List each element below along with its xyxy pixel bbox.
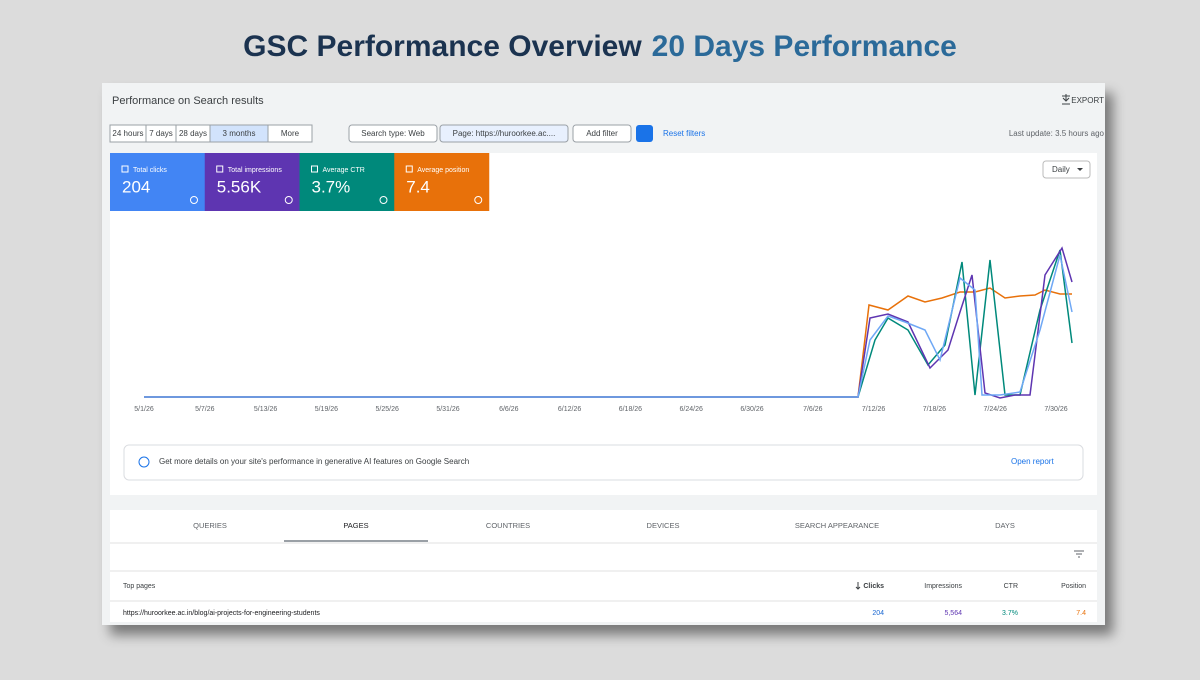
x-label: 5/19/26	[315, 406, 338, 413]
chip-label: More	[281, 129, 300, 138]
metric-value: 7.4	[406, 177, 430, 196]
x-label: 6/12/26	[558, 406, 581, 413]
metric-label: Total clicks	[133, 167, 167, 174]
info-link[interactable]: Open report	[1011, 457, 1054, 466]
x-label: 6/24/26	[680, 406, 703, 413]
tab[interactable]: DEVICES	[647, 521, 680, 530]
x-label: 5/31/26	[436, 406, 459, 413]
clicks-line	[144, 254, 1073, 398]
chip[interactable]	[267, 124, 313, 143]
chart-lines	[144, 246, 1073, 399]
metric-label: Average position	[417, 167, 469, 174]
granularity-select[interactable]	[1042, 160, 1091, 179]
x-label: 5/13/26	[254, 406, 277, 413]
info-icon	[138, 456, 150, 468]
x-labels: 5/1/26 5/7/26 5/13/26 5/19/26 5/25/26 5/31/26…	[134, 406, 1068, 413]
tabs: QUERIES PAGES COUNTRIES DEVICES SEARCH APPEA…	[193, 521, 1015, 530]
chip-label: 24 hours	[112, 129, 143, 138]
info-box	[123, 444, 1084, 481]
position-line	[144, 287, 1072, 398]
cell: 204	[872, 610, 884, 617]
x-label: 6/30/26	[740, 406, 763, 413]
help-icon	[190, 196, 198, 204]
x-label: 6/6/26	[499, 406, 519, 413]
export-icon	[1062, 94, 1070, 105]
export[interactable]: EXPORT	[1071, 96, 1104, 105]
filter-chip[interactable]	[572, 124, 632, 143]
column-header: Position	[1061, 583, 1086, 590]
help-icon	[284, 196, 293, 204]
cell: https://huroorkee.ac.in/blog/ai-projects…	[123, 610, 320, 617]
tab[interactable]: PAGES	[343, 521, 368, 530]
tab[interactable]: DAYS	[995, 521, 1015, 530]
table: Top pages Clicks Impressions CTR Position htt…	[123, 582, 1086, 617]
chip-label: 7 days	[149, 129, 173, 138]
ctr-line	[144, 249, 1073, 398]
filter-chip[interactable]	[439, 124, 569, 143]
chip-label: 3 months	[223, 129, 256, 138]
x-label: 7/18/26	[923, 406, 946, 413]
tab[interactable]: QUERIES	[193, 521, 227, 530]
metric-value: 5.56K	[217, 177, 262, 196]
cell: 5,564	[944, 610, 962, 617]
metric-tiles: Total clicks 204 Total impressions 5.56K Ave…	[110, 153, 490, 211]
tab[interactable]: SEARCH APPEARANCE	[795, 521, 879, 530]
table-card	[110, 510, 1097, 622]
x-label: 7/24/26	[984, 406, 1007, 413]
sort-arrow	[855, 582, 861, 590]
x-label: 5/1/26	[134, 406, 154, 413]
x-label: 5/7/26	[195, 406, 215, 413]
tab-underline	[284, 540, 428, 542]
checkbox	[121, 165, 129, 173]
metric-value: 3.7%	[312, 177, 351, 196]
x-label: 7/6/26	[803, 406, 823, 413]
x-label: 5/25/26	[376, 406, 399, 413]
filter-label: Page: https://huroorkee.ac....	[453, 129, 556, 138]
caret	[1077, 168, 1083, 171]
filter-icon	[1074, 550, 1084, 558]
filter-button[interactable]	[636, 125, 653, 142]
column-header: Clicks	[863, 583, 884, 590]
x-label: 6/18/26	[619, 406, 642, 413]
granularity: Daily	[1052, 165, 1070, 174]
metric-tile[interactable]	[204, 153, 300, 211]
cell: 7.4	[1076, 610, 1086, 617]
metric-tile[interactable]	[394, 153, 490, 211]
column-header: Top pages	[123, 583, 156, 590]
metric-label: Average CTR	[323, 167, 365, 174]
cell: 3.7%	[1002, 610, 1018, 617]
last-update: Last update: 3.5 hours ago	[1009, 129, 1105, 138]
impressions-line	[144, 246, 1073, 399]
checkbox	[311, 165, 318, 173]
page-title: GSC Performance Overview 20 Days Performa…	[243, 30, 957, 63]
tab[interactable]: COUNTRIES	[486, 521, 530, 530]
filter-label: Search type: Web	[361, 129, 425, 138]
column-header: Impressions	[924, 583, 962, 590]
column-header: CTR	[1004, 583, 1018, 590]
chip-label: 28 days	[179, 129, 207, 138]
help-icon	[379, 196, 388, 204]
x-label: 7/30/26	[1044, 406, 1067, 413]
checkbox	[216, 165, 224, 173]
checkbox	[405, 165, 413, 173]
filter-chip[interactable]	[348, 124, 438, 143]
header-title: Performance on Search results	[112, 95, 264, 107]
metric-label: Total impressions	[228, 167, 283, 174]
filter-chips: 24 hours 7 days 28 days 3 months More Search …	[109, 124, 705, 143]
metric-tile[interactable]	[110, 153, 205, 211]
reset-filters[interactable]: Reset filters	[663, 129, 705, 138]
metric-tile[interactable]	[299, 153, 395, 211]
info-text: Get more details on your site's performa…	[159, 457, 469, 466]
help-icon	[474, 196, 483, 204]
metric-value: 204	[122, 177, 150, 196]
filter-label: Add filter	[586, 129, 618, 138]
x-label: 7/12/26	[862, 406, 885, 413]
